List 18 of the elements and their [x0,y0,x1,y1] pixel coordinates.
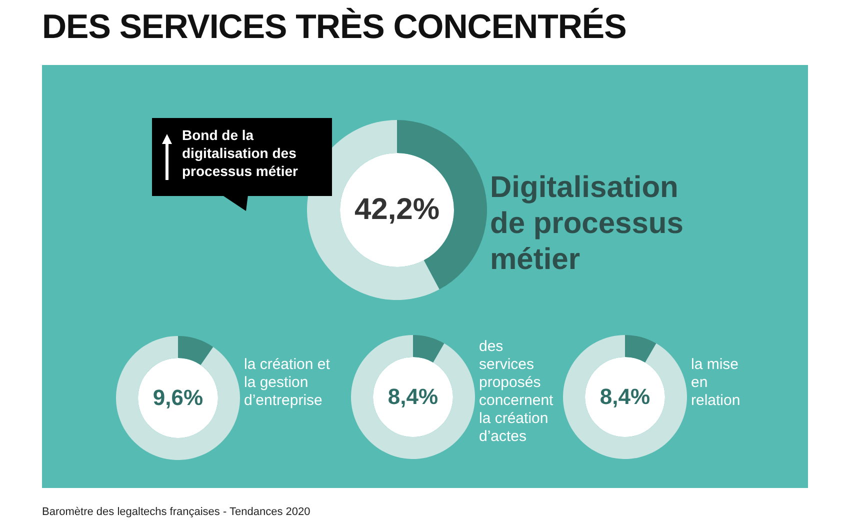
text: Bond de la digitalisation des processus métier [182,127,298,179]
donut-slice [116,336,240,460]
donut-slice [351,335,475,459]
text: Baromètre des legaltechs françaises - Tendances 2020 [42,506,310,518]
donut-slice [413,335,444,362]
slice-label: Digitalisation de processus métier [490,170,684,278]
donut-slice [178,336,214,366]
chart-title: DES SERVICES TRÈS CONCENTRÉS [42,8,626,47]
text: la création et la gestion d’entreprise [244,356,331,410]
donut-slice [307,120,440,300]
text: des services proposés concernent la création d’actes [479,338,554,446]
data-label: 9,6% [152,385,204,410]
data-label: 8,4% [388,384,438,409]
donut-slice [563,335,687,459]
donut-slice [625,335,656,362]
data-label: 8,4% [600,384,650,409]
text: la mise en relation [691,356,742,410]
data-label: 42,2% [354,193,440,226]
